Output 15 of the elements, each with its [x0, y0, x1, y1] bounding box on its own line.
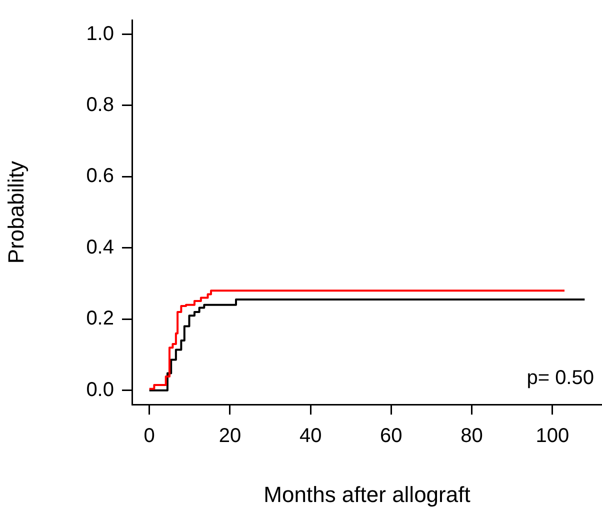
y-tick-label: 0.2: [86, 308, 114, 330]
y-tick-label: 0.8: [86, 94, 114, 116]
x-tick-label: 40: [299, 425, 322, 448]
y-axis-title: Probability: [3, 160, 28, 264]
y-tick-label: 1.0: [86, 22, 114, 45]
y-tick-label: 0.4: [86, 236, 114, 258]
annotation: p= 0.50: [526, 367, 594, 390]
x-tick-label: 0: [144, 425, 155, 448]
x-tick-label: 20: [218, 425, 242, 448]
x-tick-label: 100: [536, 425, 570, 448]
x-axis-title: Months after allograft: [264, 482, 470, 507]
x-tick-label: 80: [460, 425, 483, 448]
y-tick-label: 0.6: [86, 165, 114, 188]
x-tick-label: 60: [380, 425, 402, 448]
y-tick-label: 0.0: [86, 378, 114, 401]
